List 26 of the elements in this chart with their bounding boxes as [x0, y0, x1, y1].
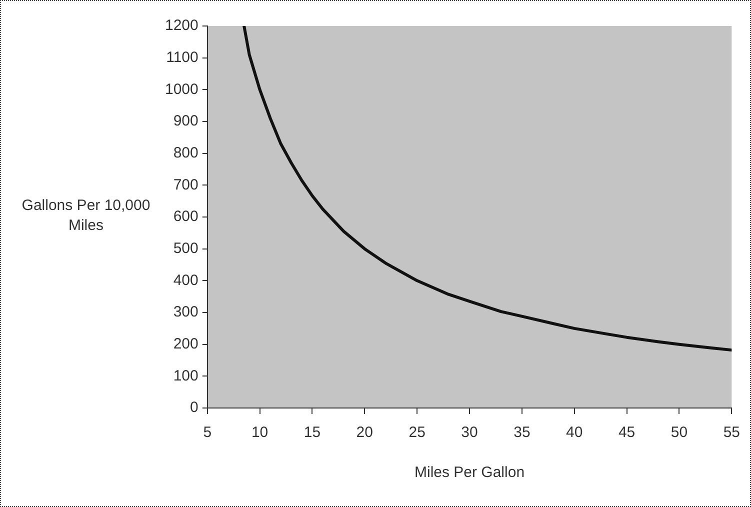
y-tick-label: 800 — [173, 144, 198, 162]
y-tick-label: 300 — [173, 304, 198, 321]
y-tick-label: 100 — [173, 367, 198, 384]
x-tick-label: 45 — [618, 424, 636, 442]
y-tick-label: 200 — [173, 335, 198, 352]
x-tick-label: 10 — [251, 424, 268, 442]
y-tick-label: 1000 — [164, 80, 198, 98]
y-tick-label: 1100 — [166, 48, 198, 66]
x-tick-label: 30 — [461, 424, 478, 442]
y-tick-label: 900 — [173, 112, 198, 130]
y-tick-label: 700 — [173, 176, 198, 194]
x-axis-title: Miles Per Gallon — [414, 464, 525, 482]
x-tick-label: 50 — [670, 424, 688, 442]
y-tick-label: 600 — [173, 208, 198, 226]
x-tick-label: 35 — [514, 424, 530, 442]
x-tick-label: 55 — [723, 424, 740, 442]
x-tick-label: 20 — [356, 424, 373, 442]
x-tick-label: 5 — [203, 424, 212, 442]
y-tick-label: 1200 — [164, 17, 198, 34]
y-tick-label: 400 — [173, 272, 198, 289]
x-tick-label: 15 — [304, 424, 321, 442]
y-axis-title: Gallons Per 10,000 Miles — [21, 196, 151, 236]
y-tick-label: 0 — [190, 399, 198, 416]
x-tick-label: 25 — [408, 424, 426, 442]
y-tick-label: 500 — [173, 240, 198, 257]
x-tick-label: 40 — [566, 424, 583, 442]
